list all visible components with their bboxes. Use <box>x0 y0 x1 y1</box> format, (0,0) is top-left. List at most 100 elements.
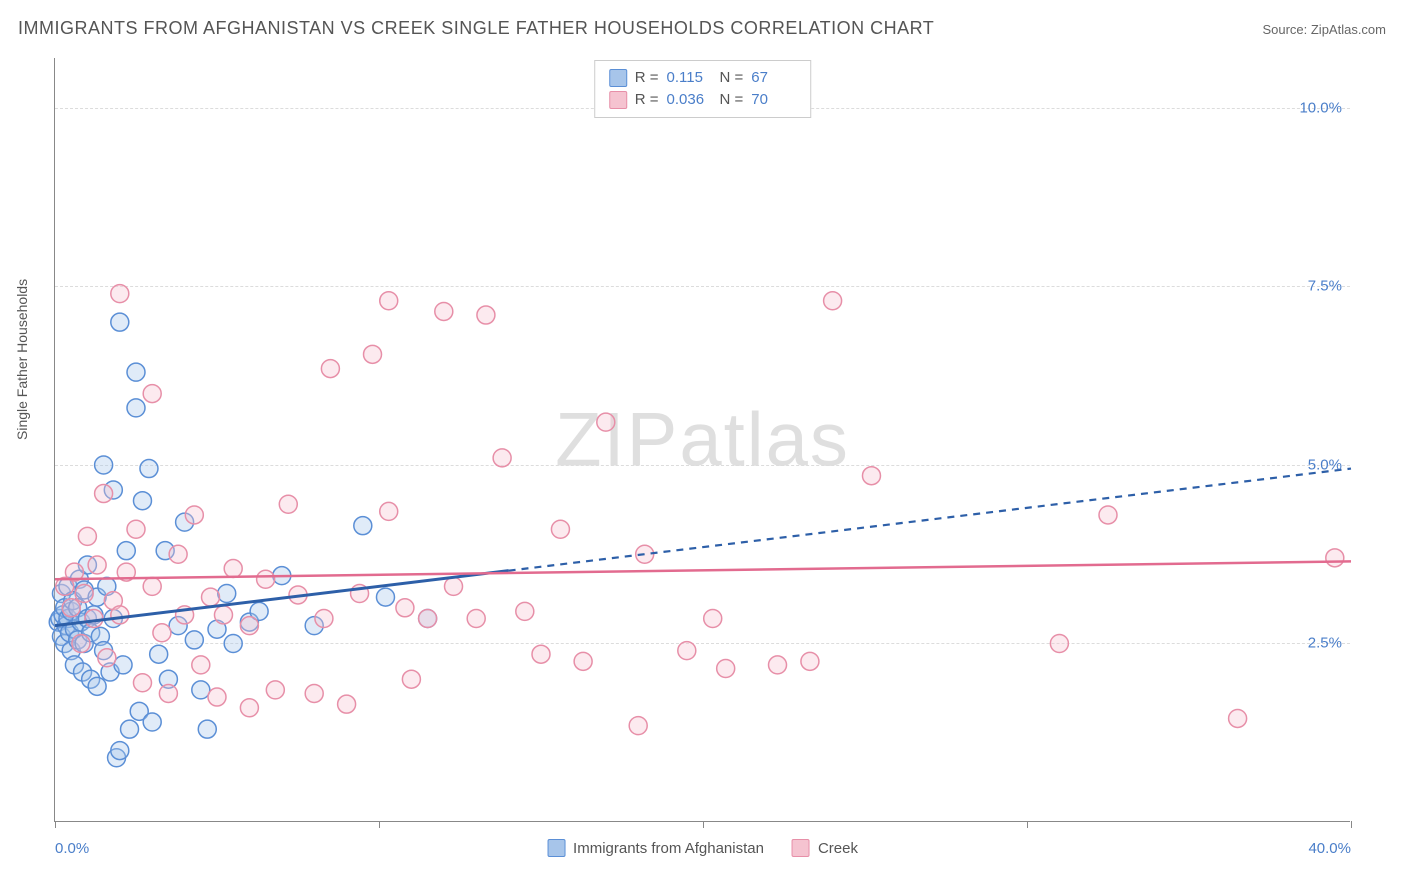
legend-correlation-row: R =0.115N =67 <box>609 67 797 89</box>
scatter-point <box>202 588 220 606</box>
xtick <box>1027 821 1028 828</box>
scatter-point <box>111 285 129 303</box>
legend-series-label: Creek <box>818 840 858 857</box>
legend-series-label: Immigrants from Afghanistan <box>573 840 764 857</box>
ytick-label: 2.5% <box>1308 635 1342 652</box>
scatter-point <box>85 610 103 628</box>
legend-swatch <box>792 839 810 857</box>
scatter-point <box>111 742 129 760</box>
scatter-point <box>169 545 187 563</box>
plot-area: ZIPatlas R =0.115N =67R =0.036N =70 Immi… <box>54 58 1350 822</box>
scatter-point <box>516 602 534 620</box>
scatter-point <box>1229 709 1247 727</box>
legend-correlation-row: R = 0.036 N = 70 <box>609 89 797 111</box>
scatter-point <box>532 645 550 663</box>
ytick-label: 5.0% <box>1308 456 1342 473</box>
scatter-point <box>376 588 394 606</box>
scatter-point <box>1050 634 1068 652</box>
xtick <box>703 821 704 828</box>
scatter-point <box>143 577 161 595</box>
scatter-point <box>62 599 80 617</box>
scatter-point <box>88 556 106 574</box>
scatter-point <box>78 527 96 545</box>
scatter-point <box>192 656 210 674</box>
scatter-point <box>88 677 106 695</box>
scatter-point <box>862 467 880 485</box>
scatter-point <box>354 517 372 535</box>
scatter-point <box>224 634 242 652</box>
xtick-label: 40.0% <box>1308 840 1351 857</box>
ytick-label: 10.0% <box>1299 99 1342 116</box>
legend-n-label: N = <box>720 89 744 111</box>
scatter-point <box>114 656 132 674</box>
scatter-point <box>198 720 216 738</box>
scatter-point <box>192 681 210 699</box>
trend-line-dashed <box>509 469 1351 571</box>
legend-correlation: R = 0.115 N = 67R = 0.036 N = 70 <box>594 60 812 118</box>
scatter-point <box>678 642 696 660</box>
scatter-point <box>445 577 463 595</box>
legend-n-value: 70 <box>751 89 796 111</box>
scatter-point <box>111 313 129 331</box>
scatter-point <box>185 506 203 524</box>
scatter-point <box>127 520 145 538</box>
scatter-point <box>801 652 819 670</box>
scatter-point <box>98 649 116 667</box>
scatter-point <box>208 688 226 706</box>
scatter-point <box>240 699 258 717</box>
scatter-point <box>121 720 139 738</box>
scatter-point <box>257 570 275 588</box>
scatter-point <box>159 684 177 702</box>
scatter-point <box>396 599 414 617</box>
legend-n-value: 67 <box>751 67 796 89</box>
scatter-point <box>321 360 339 378</box>
scatter-point <box>127 363 145 381</box>
legend-series-item: Creek <box>792 839 858 857</box>
scatter-point <box>72 634 90 652</box>
scatter-point <box>597 413 615 431</box>
scatter-point <box>1099 506 1117 524</box>
scatter-point <box>143 385 161 403</box>
scatter-point <box>477 306 495 324</box>
legend-n-label: N = <box>720 67 744 89</box>
scatter-point <box>133 674 151 692</box>
xtick-label: 0.0% <box>55 840 89 857</box>
scatter-point <box>574 652 592 670</box>
scatter-point <box>150 645 168 663</box>
scatter-point <box>240 617 258 635</box>
legend-r-label: R = <box>635 89 659 111</box>
scatter-point <box>140 460 158 478</box>
legend-series-item: Immigrants from Afghanistan <box>547 839 764 857</box>
scatter-point <box>551 520 569 538</box>
scatter-point <box>338 695 356 713</box>
scatter-point <box>111 606 129 624</box>
scatter-point <box>153 624 171 642</box>
scatter-point <box>224 560 242 578</box>
legend-r-value: 0.115 <box>667 67 712 89</box>
scatter-point <box>629 717 647 735</box>
scatter-point <box>127 399 145 417</box>
scatter-point <box>824 292 842 310</box>
scatter-point <box>214 606 232 624</box>
scatter-point <box>305 684 323 702</box>
scatter-point <box>1326 549 1344 567</box>
scatter-point <box>133 492 151 510</box>
source-name: ZipAtlas.com <box>1311 22 1386 37</box>
legend-swatch <box>609 69 627 87</box>
scatter-point <box>315 610 333 628</box>
legend-swatch <box>609 91 627 109</box>
legend-r-value: 0.036 <box>667 89 712 111</box>
scatter-point <box>185 631 203 649</box>
scatter-point <box>95 485 113 503</box>
legend-series: Immigrants from Afghanistan Creek <box>547 839 858 857</box>
ytick-label: 7.5% <box>1308 278 1342 295</box>
scatter-point <box>435 302 453 320</box>
chart-title: IMMIGRANTS FROM AFGHANISTAN VS CREEK SIN… <box>18 18 934 39</box>
scatter-point <box>717 659 735 677</box>
scatter-point <box>266 681 284 699</box>
scatter-point <box>704 610 722 628</box>
scatter-point <box>117 542 135 560</box>
xtick <box>55 821 56 828</box>
scatter-point <box>419 610 437 628</box>
y-axis-label: Single Father Households <box>14 279 30 440</box>
